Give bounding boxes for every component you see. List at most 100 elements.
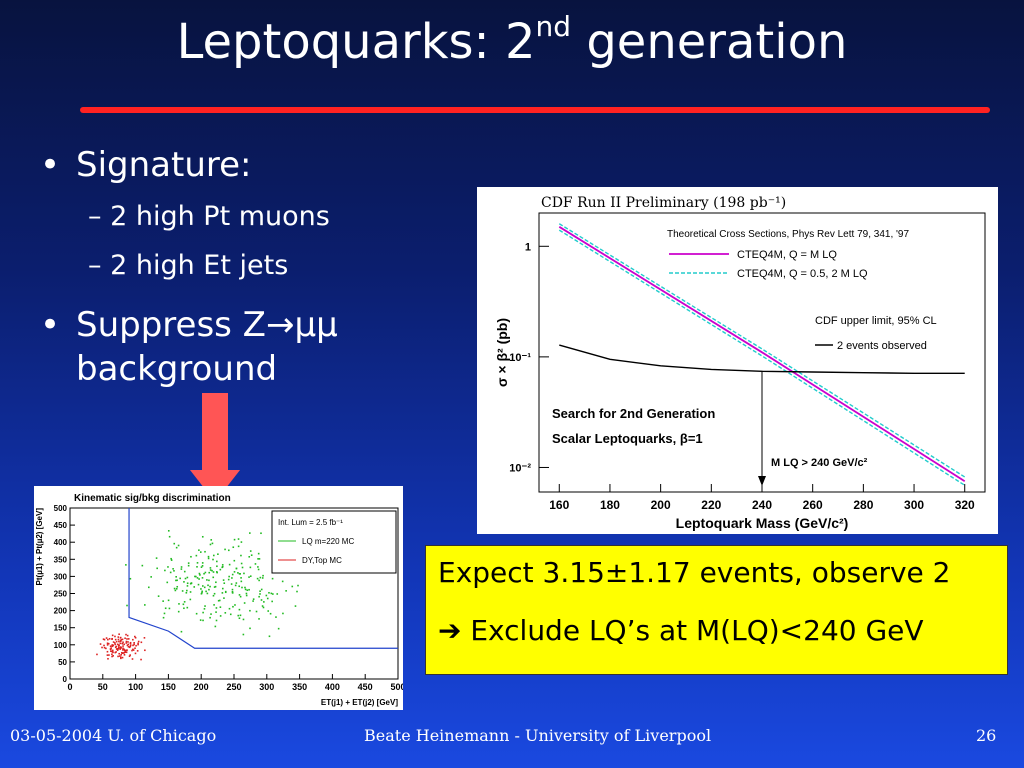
scatter-point-0	[232, 546, 235, 549]
limit-arrow-icon	[758, 476, 766, 486]
scatter-point-0	[180, 568, 183, 570]
scatter-point-0	[198, 549, 200, 551]
x-tick-label: 220	[701, 498, 721, 512]
scatter-point-1	[117, 655, 119, 658]
footer-author: Beate Heinemann - University of Liverpoo…	[364, 726, 712, 745]
legend-box	[271, 510, 397, 574]
scatter-point-1	[111, 634, 114, 637]
scatter-point-0	[269, 612, 272, 615]
scatter-point-0	[203, 586, 206, 589]
scatter-point-0	[224, 548, 226, 551]
scatter-point-0	[258, 579, 260, 582]
scatter-point-1	[96, 653, 98, 656]
scatter-point-0	[291, 585, 294, 588]
scatter-point-0	[254, 563, 257, 565]
scatter-point-1	[119, 642, 122, 645]
scatter-point-0	[209, 616, 211, 619]
scatter-point-0	[208, 571, 211, 574]
scatter-point-0	[206, 579, 208, 581]
scatter-point-0	[228, 575, 230, 578]
legend-entry: LQ m=220 MC	[302, 537, 354, 546]
x-axis-label: Leptoquark Mass (GeV/c²)	[676, 515, 849, 531]
scatter-point-0	[249, 627, 251, 630]
bullet-text: Suppress Z→µµ	[76, 305, 338, 345]
x-tick-label: 320	[955, 498, 975, 512]
scatter-point-0	[180, 566, 183, 568]
scatter-point-0	[168, 535, 171, 538]
legend-entry: 2 events observed	[837, 340, 927, 352]
scatter-point-0	[175, 576, 177, 578]
scatter-point-0	[176, 579, 178, 582]
scatter-point-0	[259, 593, 261, 595]
scatter-point-1	[119, 637, 122, 639]
bullet-text-cont: background	[76, 349, 278, 389]
scatter-point-0	[200, 592, 203, 595]
scatter-point-1	[101, 646, 103, 649]
scatter-point-1	[118, 644, 120, 647]
scatter-point-0	[200, 566, 203, 568]
scatter-point-0	[201, 585, 204, 587]
scatter-point-1	[118, 655, 121, 657]
scatter-point-0	[215, 581, 217, 584]
scatter-point-0	[242, 618, 245, 621]
scatter-point-1	[133, 643, 135, 646]
scatter-point-0	[296, 590, 298, 593]
x-tick-label: 50	[98, 682, 108, 692]
scatter-point-0	[182, 603, 185, 606]
scatter-point-0	[189, 582, 192, 585]
scatter-point-0	[175, 587, 178, 590]
scatter-point-1	[111, 655, 113, 658]
scatter-point-1	[129, 654, 131, 656]
scatter-point-0	[281, 580, 284, 583]
scatter-point-0	[201, 577, 204, 579]
scatter-point-0	[294, 605, 297, 607]
scatter-point-0	[285, 590, 287, 592]
scatter-point-0	[231, 591, 234, 594]
scatter-point-0	[219, 606, 222, 608]
scatter-point-1	[118, 633, 120, 636]
scatter-point-0	[241, 566, 244, 569]
scatter-point-0	[223, 597, 225, 599]
scatter-point-0	[212, 571, 215, 573]
scatter-point-1	[124, 651, 127, 654]
scatter-point-0	[239, 595, 242, 598]
scatter-point-0	[258, 618, 260, 620]
scatter-point-1	[125, 651, 128, 654]
chart-title: Kinematic sig/bkg discrimination	[74, 493, 231, 504]
scatter-point-0	[183, 607, 185, 610]
scatter-point-1	[108, 637, 111, 640]
scatter-point-1	[129, 642, 132, 645]
scatter-point-0	[186, 585, 189, 587]
scatter-point-1	[117, 638, 120, 641]
scatter-point-1	[125, 633, 127, 636]
scatter-point-0	[200, 588, 202, 590]
annotation-search: Search for 2nd Generation	[552, 406, 715, 421]
scatter-point-0	[243, 572, 245, 575]
scatter-point-1	[114, 646, 117, 649]
scatter-point-1	[112, 644, 114, 647]
y-tick-label: 250	[54, 590, 68, 599]
scatter-point-0	[249, 609, 251, 612]
scatter-point-0	[203, 608, 206, 610]
scatter-point-0	[255, 610, 258, 613]
scatter-point-0	[257, 568, 260, 571]
scatter-point-0	[233, 559, 236, 562]
scatter-point-0	[162, 600, 164, 602]
scatter-point-0	[206, 592, 209, 595]
scatter-point-0	[208, 579, 210, 582]
x-tick-label: 160	[549, 498, 569, 512]
title-divider	[80, 107, 990, 113]
scatter-point-0	[199, 574, 201, 576]
scatter-point-0	[259, 576, 262, 579]
scatter-point-0	[201, 590, 203, 593]
scatter-point-0	[166, 581, 169, 584]
scatter-point-1	[106, 650, 109, 653]
scatter-point-0	[207, 555, 210, 558]
scatter-point-0	[244, 586, 246, 589]
scatter-point-0	[257, 566, 259, 568]
series-line-3	[559, 344, 965, 375]
scatter-point-0	[221, 592, 224, 594]
scatter-point-0	[249, 532, 251, 534]
scatter-point-1	[111, 637, 113, 640]
scatter-point-0	[246, 589, 249, 592]
